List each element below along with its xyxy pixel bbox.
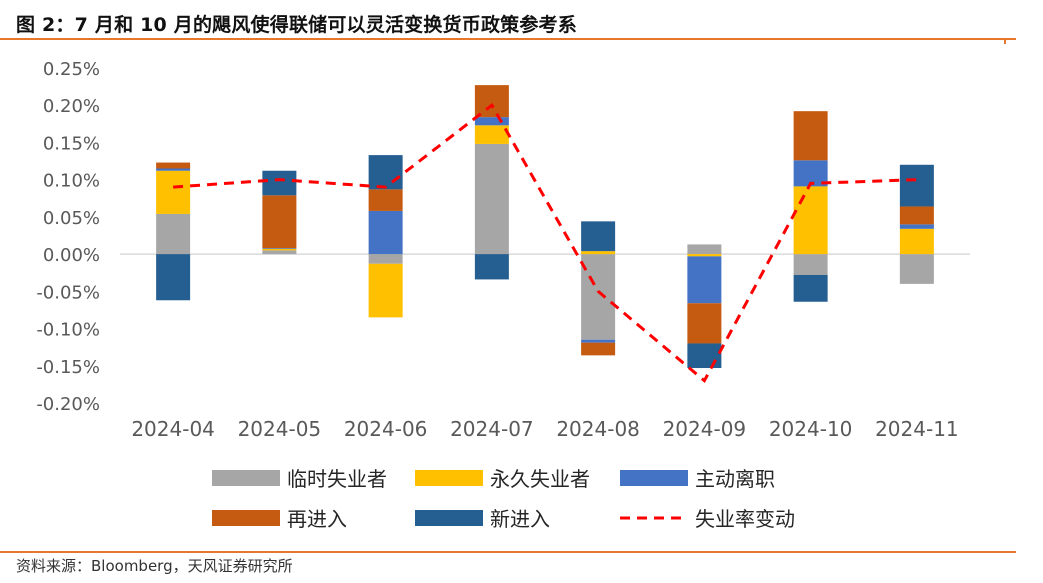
x-tick-label: 2024-05 — [238, 417, 322, 441]
bar-永久失业者-2024-06 — [368, 263, 403, 318]
legend-swatch-主动离职 — [620, 470, 688, 486]
legend-label-临时失业者: 临时失业者 — [287, 467, 387, 491]
legend-swatch-永久失业者 — [415, 470, 483, 486]
bar-再进入-2024-07 — [474, 85, 509, 118]
bar-临时失业者-2024-06 — [368, 254, 403, 264]
bar-主动离职-2024-11 — [899, 224, 934, 229]
bar-再进入-2024-06 — [368, 189, 403, 211]
bar-主动离职-2024-09 — [687, 256, 722, 304]
bar-永久失业者-2024-05 — [262, 248, 297, 251]
bar-新进入-2024-05 — [262, 170, 297, 196]
x-tick-label: 2024-04 — [131, 417, 215, 441]
bar-主动离职-2024-08 — [581, 339, 616, 343]
legend-label-主动离职: 主动离职 — [695, 467, 775, 491]
legend-label-再进入: 再进入 — [287, 507, 347, 531]
line-失业率变动 — [173, 102, 917, 384]
bar-临时失业者-2024-05 — [262, 250, 297, 255]
x-tick-label: 2024-08 — [556, 417, 640, 441]
bar-再进入-2024-08 — [581, 342, 616, 356]
bar-临时失业者-2024-10 — [793, 254, 828, 275]
y-tick-label: -0.05% — [36, 282, 100, 303]
rule-tick — [1004, 38, 1006, 44]
bar-新进入-2024-07 — [474, 254, 509, 280]
source-note: 资料来源：Bloomberg，天风证券研究所 — [16, 557, 293, 575]
y-tick-label: 0.20% — [43, 96, 100, 117]
bar-永久失业者-2024-04 — [156, 170, 191, 214]
y-tick-label: 0.00% — [43, 245, 100, 266]
x-tick-label: 2024-06 — [344, 417, 428, 441]
bar-再进入-2024-09 — [687, 303, 722, 344]
bar-再进入-2024-11 — [899, 206, 934, 225]
y-tick-label: 0.05% — [43, 208, 100, 229]
legend-label-新进入: 新进入 — [490, 507, 550, 531]
legend-label-失业率变动: 失业率变动 — [695, 507, 795, 531]
bar-主动离职-2024-07 — [474, 117, 509, 126]
bar-永久失业者-2024-07 — [474, 125, 509, 144]
bar-新进入-2024-09 — [687, 343, 722, 369]
bar-新进入-2024-08 — [581, 221, 616, 252]
legend-label-永久失业者: 永久失业者 — [490, 467, 590, 491]
legend-swatch-再进入 — [212, 510, 280, 526]
stacked-bar-chart: 0.25% 0.20% 0.15% 0.10% 0.05% 0.00% -0.05% -0.1… — [36, 59, 970, 531]
bar-新进入-2024-06 — [368, 155, 403, 190]
bar-再进入-2024-10 — [793, 111, 828, 161]
source-rule — [0, 551, 1016, 553]
bar-永久失业者-2024-09 — [687, 254, 722, 257]
x-tick-label: 2024-10 — [769, 417, 853, 441]
y-tick-label: -0.15% — [36, 357, 100, 378]
bar-临时失业者-2024-09 — [687, 244, 722, 255]
bar-新进入-2024-10 — [793, 274, 828, 302]
bar-新进入-2024-04 — [156, 254, 191, 301]
x-tick-label: 2024-07 — [450, 417, 534, 441]
bar-临时失业者-2024-07 — [474, 143, 509, 255]
title-rule — [0, 38, 1016, 40]
bar-永久失业者-2024-10 — [793, 186, 828, 255]
bar-主动离职-2024-05 — [262, 248, 297, 249]
y-tick-label: 0.10% — [43, 171, 100, 192]
bar-再进入-2024-04 — [156, 162, 191, 169]
y-tick-label: 0.15% — [43, 133, 100, 154]
bar-新进入-2024-11 — [899, 164, 934, 207]
bar-主动离职-2024-06 — [368, 210, 403, 255]
bar-永久失业者-2024-11 — [899, 228, 934, 255]
bar-再进入-2024-05 — [262, 195, 297, 249]
y-tick-label: 0.25% — [43, 59, 100, 80]
y-tick-label: -0.10% — [36, 320, 100, 341]
bar-永久失业者-2024-08 — [581, 251, 616, 255]
y-tick-label: -0.20% — [36, 394, 100, 415]
legend-swatch-临时失业者 — [212, 470, 280, 486]
legend-swatch-新进入 — [415, 510, 483, 526]
x-tick-label: 2024-11 — [875, 417, 959, 441]
x-tick-label: 2024-09 — [663, 417, 747, 441]
figure-title: 图 2：7 月和 10 月的飓风使得联储可以灵活变换货币政策参考系 — [16, 14, 577, 36]
bar-主动离职-2024-04 — [156, 168, 191, 171]
bar-临时失业者-2024-04 — [156, 213, 191, 255]
bar-临时失业者-2024-11 — [899, 254, 934, 284]
bar-临时失业者-2024-08 — [581, 254, 616, 340]
